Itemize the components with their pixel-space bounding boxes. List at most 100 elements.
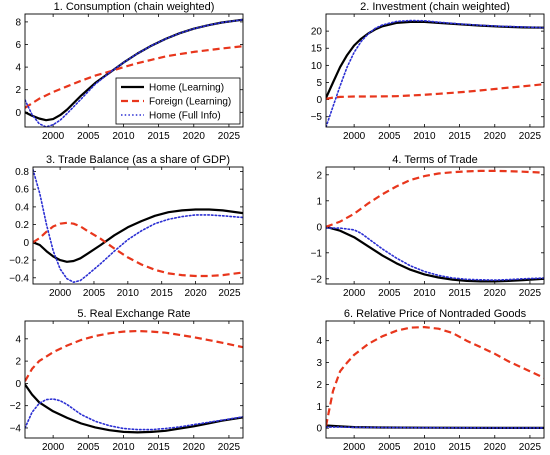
legend-label: Home (Full Info) bbox=[149, 111, 221, 122]
series-line-solid bbox=[326, 20, 544, 99]
y-tick-label: 20 bbox=[311, 27, 323, 38]
axes-frame bbox=[325, 166, 545, 285]
series-line-dotted bbox=[25, 18, 243, 127]
x-tick-label: 2020 bbox=[484, 442, 507, 453]
panel-title: 3. Trade Balance (as a share of GDP) bbox=[46, 154, 230, 166]
x-tick-label: 2000 bbox=[49, 288, 72, 299]
x-tick-label: 2000 bbox=[343, 442, 366, 453]
y-tick-label: 1 bbox=[316, 402, 322, 413]
x-tick-label: 2010 bbox=[117, 288, 140, 299]
x-tick-label: 2025 bbox=[519, 131, 542, 142]
x-tick-label: 2000 bbox=[42, 131, 65, 142]
x-tick-label: 2005 bbox=[378, 442, 401, 453]
x-tick-label: 2010 bbox=[413, 131, 436, 142]
y-tick-label: 4 bbox=[15, 63, 21, 74]
x-tick-label: 2010 bbox=[413, 442, 436, 453]
panel-2: 2. Investment (chain weighted)2000 2005 20… bbox=[311, 1, 545, 142]
y-tick-label: 2 bbox=[316, 170, 322, 181]
axes-frame bbox=[32, 166, 244, 285]
series-line-dashed bbox=[33, 221, 243, 278]
series-line-solid bbox=[33, 208, 243, 263]
panel-title: 1. Consumption (chain weighted) bbox=[54, 1, 215, 13]
x-tick-label: 2005 bbox=[77, 442, 100, 453]
axes-frame bbox=[24, 320, 244, 439]
panel-3: 3. Trade Balance (as a share of GDP) 2000… bbox=[9, 154, 244, 299]
series-line-dashed bbox=[326, 169, 544, 228]
x-tick-label: 2015 bbox=[448, 131, 471, 142]
y-tick-label: −4 bbox=[10, 423, 22, 434]
y-tick-label: 1 bbox=[316, 196, 322, 207]
x-tick-label: 2025 bbox=[519, 288, 542, 299]
x-tick-label: 2025 bbox=[519, 442, 542, 453]
x-tick-label: 2020 bbox=[184, 288, 207, 299]
series-line-dashed bbox=[25, 329, 243, 382]
series-line-dotted bbox=[326, 19, 544, 127]
y-tick-label: 0 bbox=[15, 108, 21, 119]
y-tick-label: 4 bbox=[15, 334, 21, 345]
x-tick-label: 2025 bbox=[218, 442, 241, 453]
series-line-dotted bbox=[326, 227, 544, 281]
x-tick-label: 2005 bbox=[77, 131, 100, 142]
x-tick-label: 2015 bbox=[147, 131, 170, 142]
y-tick-label: 0 bbox=[15, 379, 21, 390]
x-tick-label: 2005 bbox=[83, 288, 106, 299]
y-tick-label: −2 bbox=[311, 274, 323, 285]
legend-label: Home (Learning) bbox=[149, 83, 224, 94]
y-tick-label: 8 bbox=[15, 17, 21, 28]
panel-title: 6. Relative Price of Nontraded Goods bbox=[344, 308, 527, 320]
x-tick-label: 2010 bbox=[112, 442, 135, 453]
y-tick-label: 0.8 bbox=[15, 167, 29, 178]
y-tick-label: 0 bbox=[316, 424, 322, 435]
y-tick-label: 3 bbox=[316, 358, 322, 369]
axes-frame bbox=[24, 13, 244, 128]
y-tick-label: 0 bbox=[23, 238, 29, 249]
y-tick-label: 10 bbox=[311, 61, 323, 72]
series-line-solid bbox=[25, 383, 243, 434]
series-line-dashed bbox=[25, 45, 243, 109]
panel-title: 4. Terms of Trade bbox=[392, 154, 477, 166]
y-tick-label: 15 bbox=[311, 44, 323, 55]
y-tick-label: −0.2 bbox=[9, 256, 29, 267]
legend-label: Foreign (Learning) bbox=[149, 97, 231, 108]
x-tick-label: 2025 bbox=[218, 288, 241, 299]
x-tick-label: 2015 bbox=[448, 442, 471, 453]
axes-frame bbox=[325, 13, 545, 128]
series-line-dotted bbox=[33, 168, 243, 283]
y-tick-label: −2 bbox=[10, 401, 22, 412]
x-tick-label: 2020 bbox=[484, 288, 507, 299]
y-tick-label: 0 bbox=[316, 95, 322, 106]
y-tick-label: 2 bbox=[15, 357, 21, 368]
panel-title: 2. Investment (chain weighted) bbox=[360, 1, 510, 13]
x-tick-label: 2015 bbox=[448, 288, 471, 299]
x-tick-label: 2000 bbox=[343, 131, 366, 142]
panel-title: 5. Real Exchange Rate bbox=[77, 308, 190, 320]
y-tick-label: 4 bbox=[316, 336, 322, 347]
series-line-dotted bbox=[326, 426, 544, 429]
axes-frame bbox=[325, 320, 545, 439]
x-tick-label: 2010 bbox=[413, 288, 436, 299]
series-line-dashed bbox=[326, 326, 544, 427]
x-tick-label: 2010 bbox=[112, 131, 135, 142]
y-tick-label: 0.6 bbox=[15, 185, 29, 196]
series-line-dashed bbox=[326, 83, 544, 100]
panel-1: 1. Consumption (chain weighted) 2000 2005 2… bbox=[15, 1, 244, 142]
y-tick-label: −5 bbox=[311, 112, 323, 123]
x-tick-label: 2000 bbox=[343, 288, 366, 299]
x-tick-label: 2015 bbox=[147, 442, 170, 453]
x-tick-label: 2005 bbox=[378, 131, 401, 142]
x-tick-label: 2025 bbox=[218, 131, 241, 142]
y-tick-label: −0.4 bbox=[9, 273, 29, 284]
y-tick-label: 2 bbox=[15, 85, 21, 96]
y-tick-label: −1 bbox=[311, 248, 323, 259]
x-tick-label: 2015 bbox=[151, 288, 174, 299]
series-line-solid bbox=[326, 225, 544, 283]
x-tick-label: 2000 bbox=[42, 442, 65, 453]
y-tick-label: 5 bbox=[316, 78, 322, 89]
series-line-dotted bbox=[25, 398, 243, 431]
y-tick-label: 0 bbox=[316, 222, 322, 233]
x-tick-label: 2020 bbox=[183, 131, 206, 142]
y-tick-label: 2 bbox=[316, 380, 322, 391]
